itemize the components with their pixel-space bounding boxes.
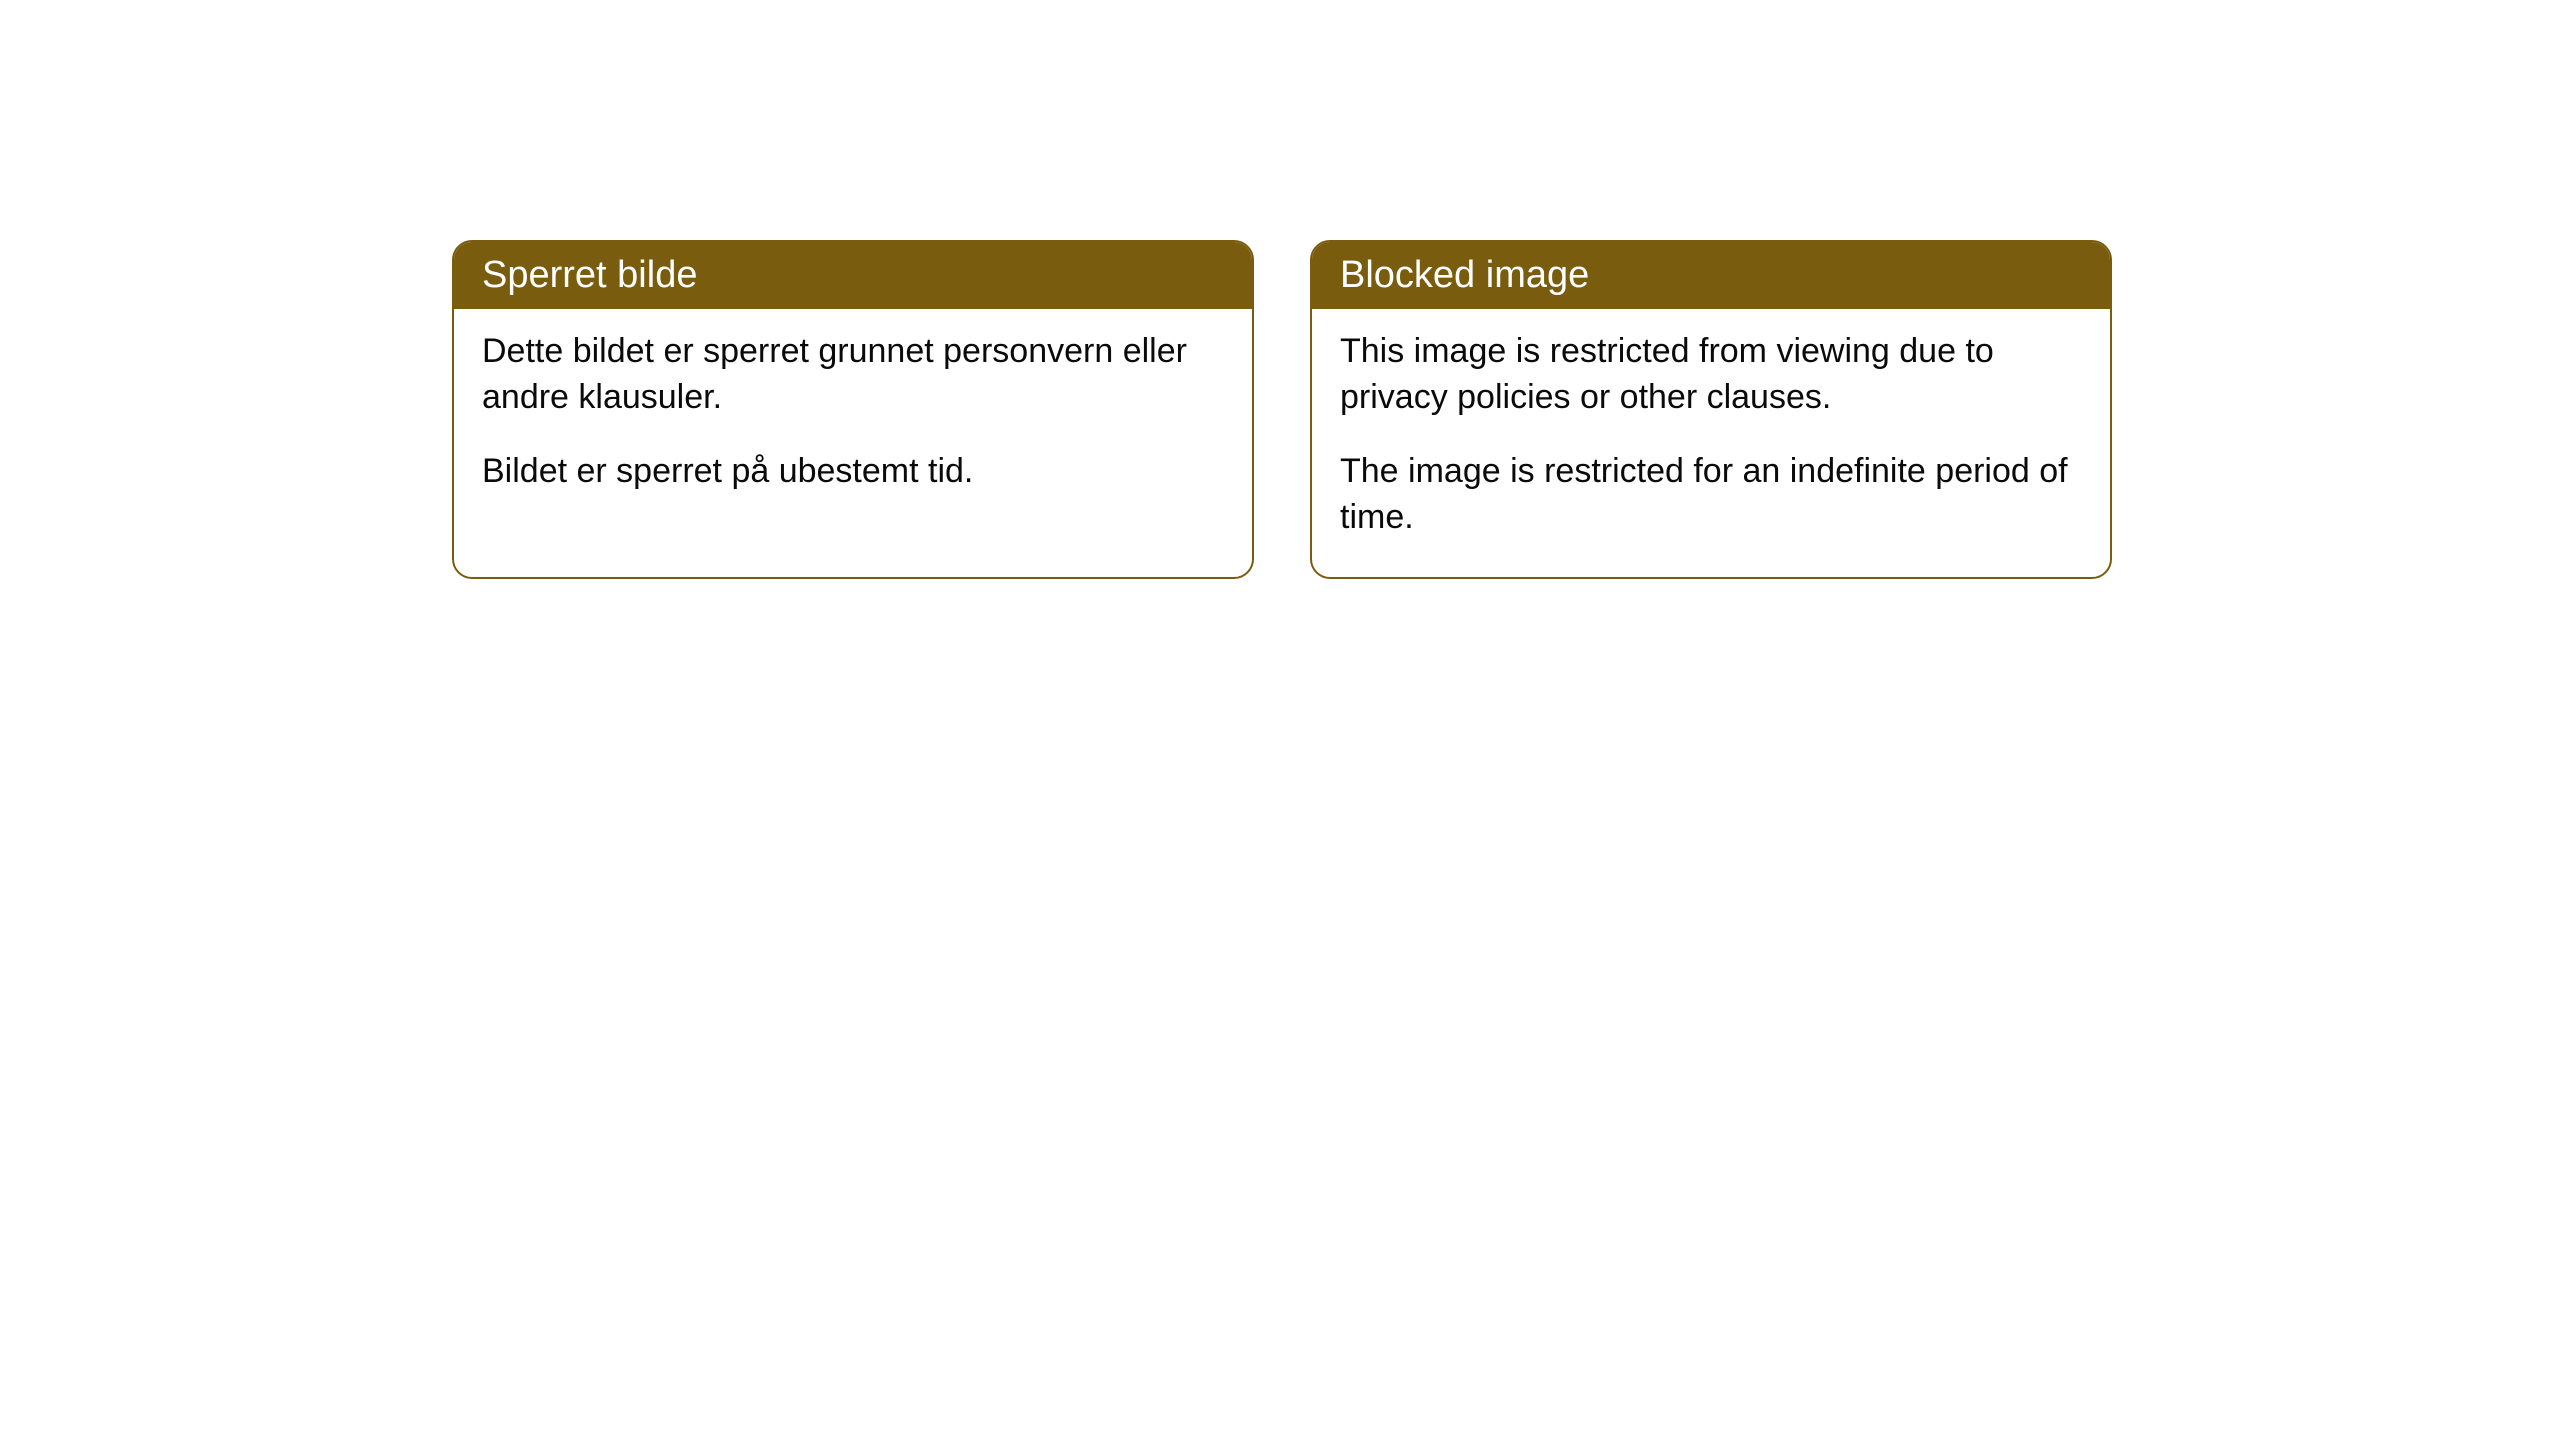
card-header-norwegian: Sperret bilde <box>454 242 1252 309</box>
card-body-norwegian: Dette bildet er sperret grunnet personve… <box>454 309 1252 531</box>
notice-card-norwegian: Sperret bilde Dette bildet er sperret gr… <box>452 240 1254 579</box>
card-text-norwegian-1: Dette bildet er sperret grunnet personve… <box>482 329 1224 421</box>
card-text-norwegian-2: Bildet er sperret på ubestemt tid. <box>482 449 1224 495</box>
notice-card-english: Blocked image This image is restricted f… <box>1310 240 2112 579</box>
card-title-norwegian: Sperret bilde <box>482 254 697 296</box>
card-text-english-2: The image is restricted for an indefinit… <box>1340 449 2082 541</box>
card-title-english: Blocked image <box>1340 254 1589 296</box>
card-header-english: Blocked image <box>1312 242 2110 309</box>
card-body-english: This image is restricted from viewing du… <box>1312 309 2110 577</box>
notice-cards-container: Sperret bilde Dette bildet er sperret gr… <box>452 240 2112 579</box>
card-text-english-1: This image is restricted from viewing du… <box>1340 329 2082 421</box>
